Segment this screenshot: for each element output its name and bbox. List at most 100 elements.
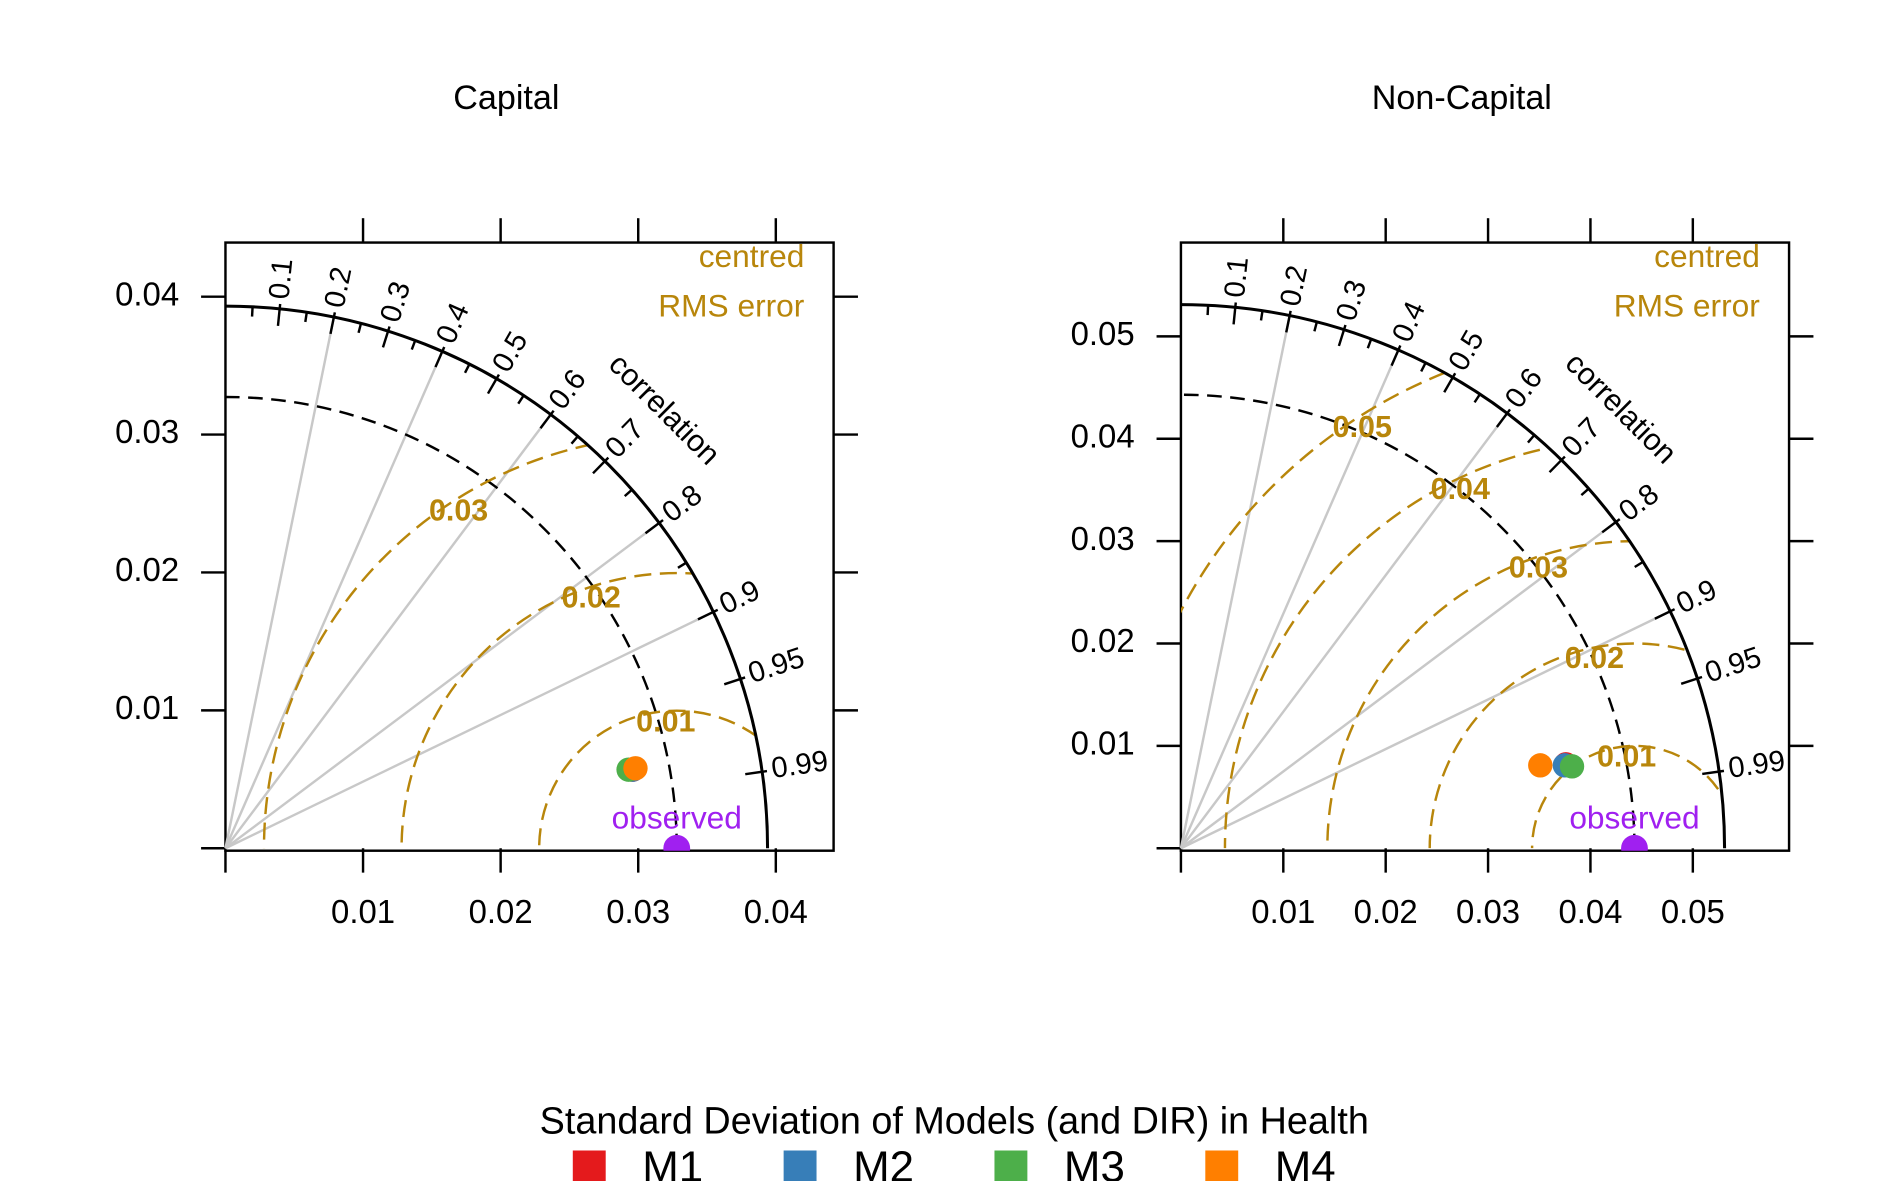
correlation-tick <box>1654 608 1676 620</box>
sd-max-arc <box>225 304 770 849</box>
correlation-tick <box>644 519 664 535</box>
rms-contour-label: 0.02 <box>561 581 620 615</box>
correlation-tick-label: 0.6 <box>1499 363 1549 415</box>
y-tick-label: 0.04 <box>115 275 179 312</box>
correlation-minor-tick <box>623 488 633 498</box>
correlation-minor-tick <box>357 323 363 334</box>
y-tick-label: 0.05 <box>1071 315 1135 352</box>
correlation-tick <box>1443 372 1457 393</box>
rms-contour-label: 0.05 <box>1333 410 1392 444</box>
sd-max-arc <box>1180 303 1727 849</box>
observed-point <box>1621 834 1648 851</box>
correlation-tick <box>1232 302 1237 325</box>
correlation-tick <box>1285 310 1292 333</box>
correlation-tick <box>1680 675 1703 685</box>
correlation-tick <box>592 456 610 475</box>
legend-label: M1 <box>642 1143 703 1181</box>
observed-point <box>663 834 691 851</box>
correlation-minor-tick <box>1527 434 1536 444</box>
correlation-minor-tick <box>1580 487 1590 497</box>
rms-label: RMS error <box>1614 288 1761 324</box>
plot-box <box>1179 241 1791 852</box>
correlation-tick-label: 0.1 <box>263 257 299 301</box>
x-tick-label: 0.01 <box>1251 893 1315 930</box>
legend-label: M4 <box>1275 1143 1336 1181</box>
observed-label: observed <box>1569 800 1699 836</box>
correlation-minor-tick <box>410 340 417 351</box>
x-tick-label: 0.02 <box>1354 893 1418 930</box>
correlation-minor-tick <box>1473 393 1481 404</box>
correlation-minor-tick <box>677 561 687 569</box>
y-tick-label: 0.01 <box>1071 725 1135 762</box>
model-point <box>1528 753 1553 778</box>
correlation-tick <box>381 326 391 348</box>
model-point <box>1559 754 1585 779</box>
x-tick-label: 0.05 <box>1661 893 1725 930</box>
correlation-tick <box>276 303 282 326</box>
correlation-tick-label: 0.6 <box>543 364 593 416</box>
correlation-tick <box>1548 455 1566 474</box>
correlation-grid-line <box>224 413 552 849</box>
correlation-grid-line <box>224 610 714 850</box>
correlation-grid-line <box>224 522 660 850</box>
legend-label: M2 <box>853 1143 914 1181</box>
x-tick-label: 0.03 <box>1456 893 1520 930</box>
correlation-tick-label: 0.5 <box>1443 325 1491 376</box>
rms-label: centred <box>1654 238 1760 274</box>
rms-contour <box>537 709 768 849</box>
correlation-tick-label: 0.5 <box>486 327 534 378</box>
correlation-tick-label: 0.1 <box>1219 255 1255 299</box>
correlation-tick-label: 0.2 <box>1275 263 1314 309</box>
correlation-minor-tick <box>1634 560 1644 569</box>
rms-label: RMS error <box>658 288 805 324</box>
correlation-tick-label: 0.8 <box>657 479 709 529</box>
correlation-tick <box>1337 324 1347 347</box>
observed-sd-arc <box>225 395 678 849</box>
correlation-tick-label: 0.3 <box>375 278 418 326</box>
correlation-minor-tick <box>1259 310 1264 321</box>
rms-contour-label: 0.01 <box>1597 739 1656 773</box>
correlation-tick-label: 0.4 <box>430 298 476 348</box>
correlation-tick-label: 0.7 <box>1556 412 1607 463</box>
observed-label: observed <box>612 800 742 836</box>
correlation-tick-label: 0.3 <box>1330 276 1373 324</box>
correlation-minor-tick <box>463 363 471 374</box>
model-point <box>623 756 648 781</box>
correlation-minor-tick <box>1313 321 1319 332</box>
correlation-tick-label: 0.2 <box>319 264 358 310</box>
correlation-tick <box>745 769 768 776</box>
panel-title: Capital <box>453 79 559 117</box>
correlation-tick-label: 0.99 <box>1726 745 1787 785</box>
y-tick-label: 0.03 <box>1071 520 1135 557</box>
correlation-grid-line <box>1179 349 1400 849</box>
rms-contour-label: 0.03 <box>1509 550 1568 584</box>
correlation-tick-label: 0.9 <box>715 574 766 621</box>
rms-contour-label: 0.04 <box>1431 472 1490 506</box>
rms-contour <box>1326 539 1725 849</box>
x-tick-label: 0.02 <box>469 893 533 930</box>
correlation-tick <box>486 373 501 395</box>
correlation-tick-label: 0.99 <box>769 745 830 785</box>
correlation-tick-label: 0.9 <box>1671 574 1722 621</box>
legend-swatch <box>783 1150 817 1181</box>
y-tick-label: 0.04 <box>1071 417 1135 454</box>
correlation-tick-label: 0.7 <box>599 413 650 464</box>
correlation-tick <box>697 608 719 621</box>
x-tick-label: 0.03 <box>606 893 670 930</box>
correlation-tick <box>1601 518 1621 534</box>
y-tick-label: 0.03 <box>115 413 179 450</box>
correlation-tick-label: 0.95 <box>1701 641 1765 689</box>
y-tick-label: 0.01 <box>115 689 179 726</box>
legend-swatch <box>994 1150 1028 1181</box>
correlation-tick-label: 0.4 <box>1386 297 1432 347</box>
rms-contour-label: 0.02 <box>1565 641 1624 675</box>
correlation-grid-line <box>1179 315 1291 849</box>
rms-contour <box>400 571 768 849</box>
correlation-tick <box>1495 408 1512 428</box>
correlation-tick <box>329 312 337 335</box>
y-tick-label: 0.02 <box>115 551 179 588</box>
correlation-minor-tick <box>1420 362 1427 373</box>
correlation-tick <box>723 676 746 686</box>
correlation-tick <box>434 346 446 368</box>
